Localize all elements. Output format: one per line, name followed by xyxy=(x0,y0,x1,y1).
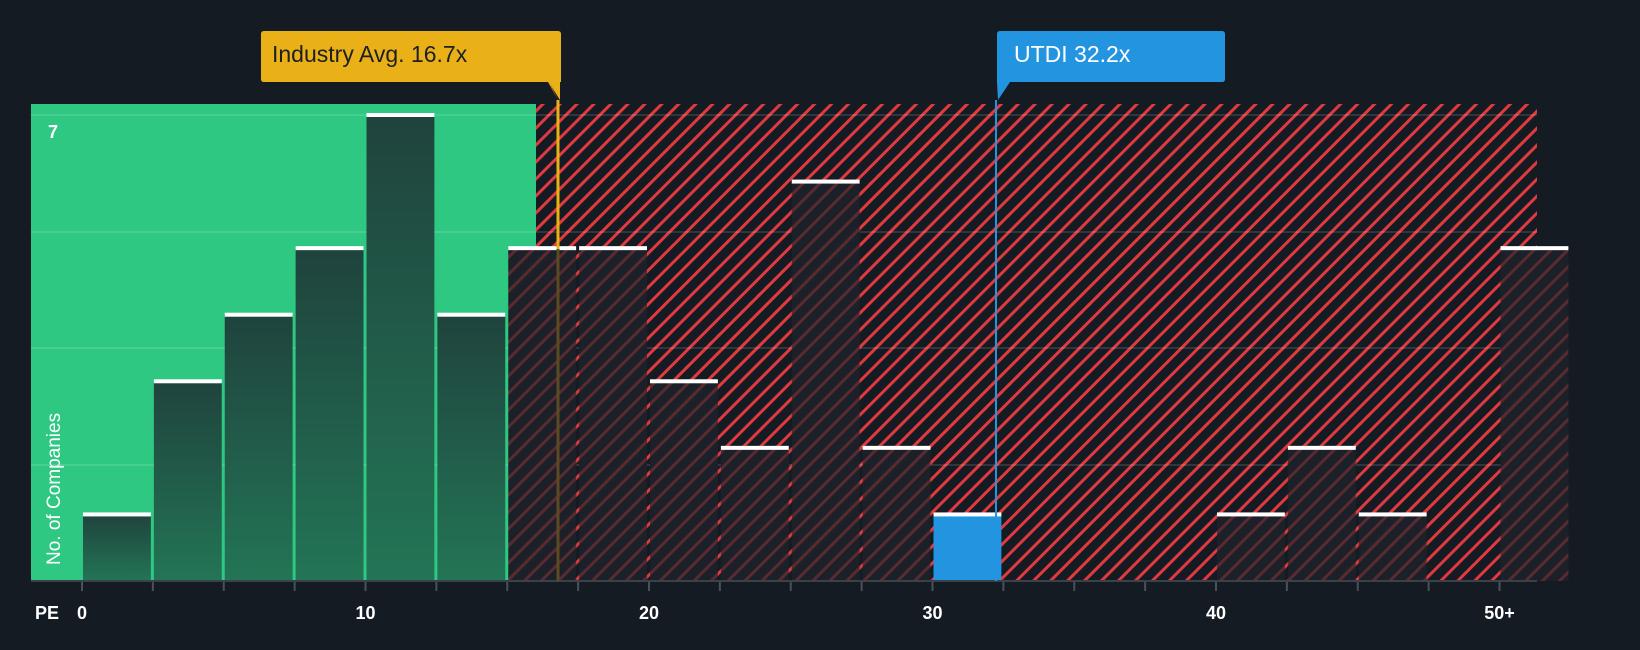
histogram-bar xyxy=(437,312,506,581)
histogram-bar xyxy=(1217,512,1285,581)
histogram-bar xyxy=(295,246,364,581)
y-axis-title: No. of Companies xyxy=(44,413,65,565)
histogram-bar xyxy=(720,445,789,581)
histogram-bar xyxy=(224,312,293,581)
x-tick-label: 30 xyxy=(922,603,942,623)
histogram-bar xyxy=(862,445,931,581)
x-tick-label: 20 xyxy=(639,603,659,623)
company-text: UTDI 32.2x xyxy=(1014,41,1131,67)
histogram-bar xyxy=(508,246,577,581)
histogram-bar xyxy=(1500,246,1569,581)
histogram-bar xyxy=(1287,445,1356,581)
histogram-bar xyxy=(1358,512,1427,581)
company-label: UTDI 32.2x xyxy=(997,31,1225,100)
histogram-bar xyxy=(791,179,860,582)
histogram-bar xyxy=(366,113,435,581)
x-tick-label: 50+ xyxy=(1484,603,1515,623)
y-tick-7: 7 xyxy=(48,122,58,142)
x-tick-labels: 0 10 20 30 40 50+ xyxy=(77,603,1515,623)
histogram-bar xyxy=(933,512,1002,581)
histogram-bar xyxy=(83,512,151,581)
x-tick-label: 0 xyxy=(77,603,87,623)
histogram-bar xyxy=(579,246,647,581)
histogram-bar xyxy=(153,379,222,581)
industry-avg-line-dim xyxy=(556,249,560,581)
industry-avg-text: Industry Avg. 16.7x xyxy=(272,41,468,67)
x-tick-label: 40 xyxy=(1206,603,1226,623)
x-tick-label: 10 xyxy=(355,603,375,623)
histogram-bar xyxy=(650,379,718,581)
histogram-bars xyxy=(83,113,1569,582)
x-axis-ticks xyxy=(81,582,1501,591)
x-axis-title: PE xyxy=(35,603,59,623)
industry-avg-label: Industry Avg. 16.7x xyxy=(261,31,561,100)
